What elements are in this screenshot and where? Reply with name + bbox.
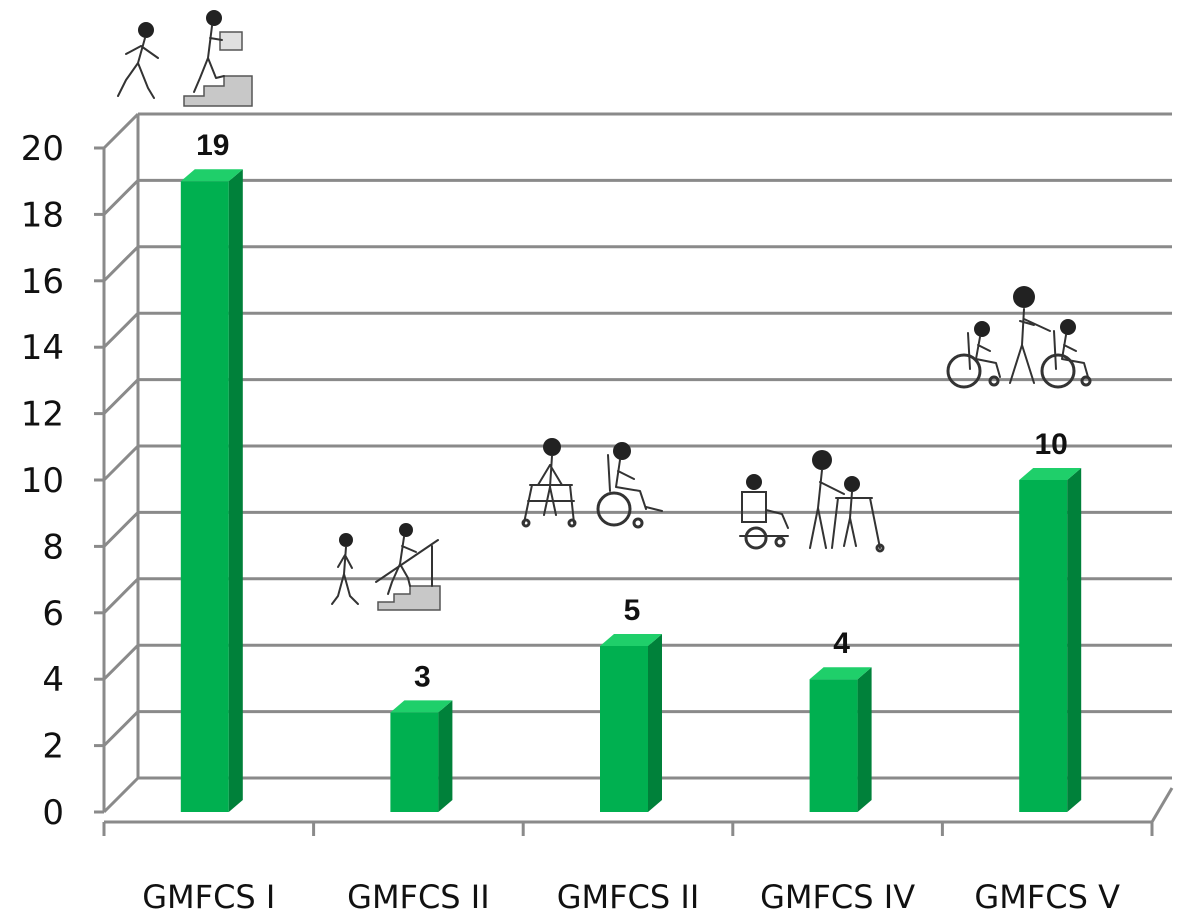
side-wall-line [102, 245, 140, 282]
bars [180, 169, 1082, 812]
bar-top [180, 169, 243, 182]
side-wall-line [102, 710, 140, 747]
data-label: 5 [624, 594, 641, 627]
bar-side [857, 667, 872, 812]
y-tick-label: 8 [42, 527, 64, 567]
category-label: GMFCS IV [760, 878, 915, 916]
y-tick-label: 20 [21, 129, 64, 169]
category-label: GMFCS II [347, 878, 490, 916]
bar-front [809, 679, 858, 812]
children-in-pushed-wheelchairs-icon [946, 286, 1092, 389]
side-wall-line [102, 511, 140, 548]
axes [94, 114, 1174, 836]
side-wall-line [102, 312, 140, 349]
side-wall-line [102, 179, 140, 216]
bar-front [600, 646, 648, 812]
y-tick-label: 6 [42, 594, 64, 634]
labels: 0 2 4 6 8 10 12 14 16 18 20 19 GMFCS I 3 GMFCS II 5 GMFC… [21, 129, 1120, 916]
y-tick-label: 4 [42, 660, 64, 700]
bar-top [600, 634, 662, 646]
bar-front [390, 712, 439, 812]
y-tick-label: 18 [21, 195, 64, 235]
bar-side [1067, 468, 1082, 812]
bar-top [390, 700, 453, 713]
y-tick-label: 10 [21, 461, 64, 501]
category-label: GMFCS II [557, 878, 700, 916]
floor-edge [1150, 787, 1174, 823]
bar-front [180, 181, 229, 812]
bar-side [438, 700, 453, 812]
data-label: 3 [414, 660, 431, 693]
data-label: 10 [1035, 428, 1068, 461]
bar [809, 667, 872, 812]
side-wall-line [102, 444, 140, 482]
bar-top [1019, 468, 1082, 480]
child-running-and-carrying-box-up-stairs-icon [117, 10, 253, 107]
child-in-power-wheelchair-and-assisted-walker-icon [739, 450, 885, 553]
child-with-walker-and-child-in-wheelchair-icon [521, 438, 663, 529]
y-tick-label: 14 [21, 328, 64, 368]
bar-front [1019, 480, 1068, 812]
side-wall-line [102, 644, 140, 681]
side-wall-line [102, 577, 140, 614]
bar [1019, 468, 1082, 812]
y-tick-label: 2 [42, 727, 64, 767]
data-label: 19 [196, 129, 229, 162]
bar [600, 634, 662, 812]
category-label: GMFCS V [974, 878, 1120, 916]
y-tick-label: 16 [21, 262, 64, 302]
side-wall-line [102, 776, 140, 814]
bar-side [648, 634, 662, 812]
side-wall-line [102, 378, 140, 415]
y-tick-label: 0 [42, 793, 64, 833]
child-walking-and-climbing-stairs-with-rail-icon [331, 523, 441, 611]
bar-side [228, 169, 243, 812]
y-tick-label: 12 [21, 395, 64, 435]
side-wall-line [102, 112, 140, 150]
bar [390, 700, 453, 812]
data-label: 4 [833, 627, 850, 660]
bar-top [809, 667, 872, 680]
category-label: GMFCS I [142, 878, 275, 916]
bar [180, 169, 243, 812]
